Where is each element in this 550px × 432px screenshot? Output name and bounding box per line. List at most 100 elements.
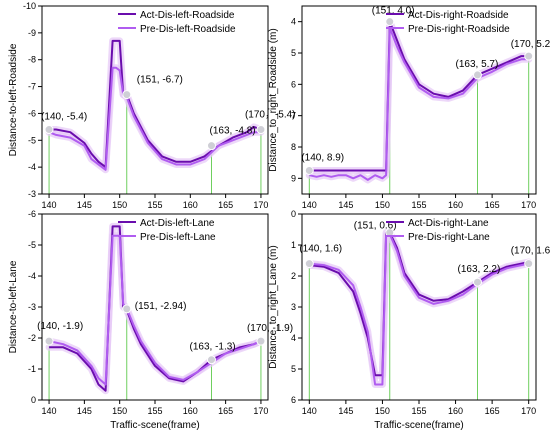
annotation-point [304,259,314,269]
x-axis-title: Traffic-scene(frame) [110,420,199,431]
x-tick-label: 155 [411,200,426,210]
annotation-point [304,166,314,175]
annotation-point [385,17,395,27]
x-tick-label: 155 [411,406,426,416]
legend-entry: Act-Dis-left-Lane [140,218,215,229]
series-line-predicted [309,233,529,386]
annotation-label: (140, -5.4) [41,112,87,123]
x-axis-title: Traffic-scene(frame) [374,420,463,431]
x-tick-label: 155 [147,406,162,416]
annotation-label: (140, 1.6) [299,244,342,255]
x-tick-label: 160 [448,406,463,416]
chart-panel-4: (140, 1.6) (151, 0.6) (163, 2.2) (170, 1.6)… [268,209,550,431]
annotation-label: (140, -1.9) [37,321,83,332]
x-tick-label: 160 [448,200,463,210]
x-tick-label: 150 [375,406,390,416]
legend-entry: Pre-Dis-left-Roadside [140,24,236,35]
legend: Act-Dis-left-Roadside Pre-Dis-left-Roadsi… [118,10,236,35]
y-tick-label: 8 [291,142,296,152]
x-tick-label: 140 [42,406,57,416]
x-tick-label: 150 [375,200,390,210]
y-axis-title: Distance-to-left-Lane [8,260,19,353]
legend: Act-Dis-right-Lane Pre-Dis-right-Lane [386,218,490,243]
annotation-label: (170, -1.9) [247,323,293,334]
y-tick-label: -8 [28,55,36,65]
y-tick-label: -10 [23,1,36,11]
x-tick-label: 170 [521,200,536,210]
annotation-point [524,51,534,61]
annotation-point [122,90,132,100]
y-tick-label: 4 [291,333,296,343]
x-tick-label: 150 [112,406,127,416]
y-axis-title: Distance-to-left-Roadside [8,43,19,156]
legend-entry: Pre-Dis-right-Roadside [408,24,510,35]
annotation-point [524,259,534,269]
x-tick-label: 170 [253,406,268,416]
x-tick-label: 165 [218,200,233,210]
annotation-label: (170，-5.4) [245,110,296,121]
y-tick-label: 2 [291,271,296,281]
y-tick-label: -5 [28,135,36,145]
y-tick-label: -6 [28,209,36,219]
legend-entry: Act-Dis-left-Roadside [140,10,235,21]
annotation-point [256,125,266,135]
series-glow [305,229,533,379]
legend: Act-Dis-right-Roadside Pre-Dis-right-Road… [386,10,510,35]
x-tick-label: 140 [302,406,317,416]
x-tick-label: 155 [147,200,162,210]
annotation-point [473,277,482,287]
y-tick-label: -4 [28,271,36,281]
chart-panel-1: (140, -5.4) (151, -6.7) (163, -4.8) (170，-5… [8,1,296,210]
annotation-label: (151, -2.94) [135,301,187,312]
annotation-label: (151, 0.6) [354,221,397,232]
x-tick-label: 145 [338,200,353,210]
x-tick-label: 145 [77,406,92,416]
annotation-label: (151, 4.0) [372,6,415,17]
x-tick-label: 140 [302,200,317,210]
series-line-actual [309,20,529,172]
x-tick-label: 150 [112,200,127,210]
legend-entry: Pre-Dis-left-Lane [140,232,216,243]
x-tick-label: 165 [218,406,233,416]
legend-entry: Act-Dis-right-Lane [408,218,489,229]
x-tick-label: 165 [485,406,500,416]
y-tick-label: 3 [291,302,296,312]
y-tick-label: 6 [291,79,296,89]
series-line-actual [49,39,262,169]
x-tick-label: 145 [338,406,353,416]
y-tick-label: 1 [291,240,296,250]
y-tick-label: -3 [28,189,36,199]
y-tick-label: -4 [28,162,36,172]
annotation-label: (163, 5.7) [456,59,499,70]
legend: Act-Dis-left-Lane Pre-Dis-left-Lane [118,218,216,243]
y-tick-label: -9 [28,28,36,38]
chart-panel-2: (140, 8.9) (151, 4.0) (163, 5.7) (170, 5.2)… [268,5,550,210]
series-glow [305,230,533,388]
y-tick-label: -6 [28,108,36,118]
y-axis-title: Distance_to_right_Roadside (m) [268,28,279,171]
chart-panel-3: (140, -1.9) (151, -2.94) (163, -1.3) (170, … [8,209,293,431]
x-tick-label: 145 [77,200,92,210]
annotation-label: (163, 2.2) [458,264,501,275]
y-tick-label: 4 [291,17,296,27]
y-tick-label: -1 [28,364,36,374]
x-tick-label: 160 [183,200,198,210]
y-axis-title: Distance_to_right_Lane (m) [268,245,279,368]
series-line-predicted [48,234,262,386]
annotation-label: (163, -4.8) [210,126,256,137]
y-tick-label: -3 [28,302,36,312]
x-tick-label: 165 [485,200,500,210]
annotation-label: (140, 8.9) [301,153,344,164]
y-tick-label: 9 [291,173,296,183]
annotation-label: (170, 5.2) [511,39,550,50]
series-line-actual [309,231,529,377]
annotation-point [207,141,216,151]
annotation-label: (163, -1.3) [190,342,236,353]
y-tick-label: -5 [28,240,36,250]
x-tick-label: 140 [42,200,57,210]
legend-entry: Act-Dis-right-Roadside [408,10,509,21]
annotation-point [473,70,482,80]
y-tick-label: 7 [291,111,296,121]
x-tick-label: 170 [253,200,268,210]
